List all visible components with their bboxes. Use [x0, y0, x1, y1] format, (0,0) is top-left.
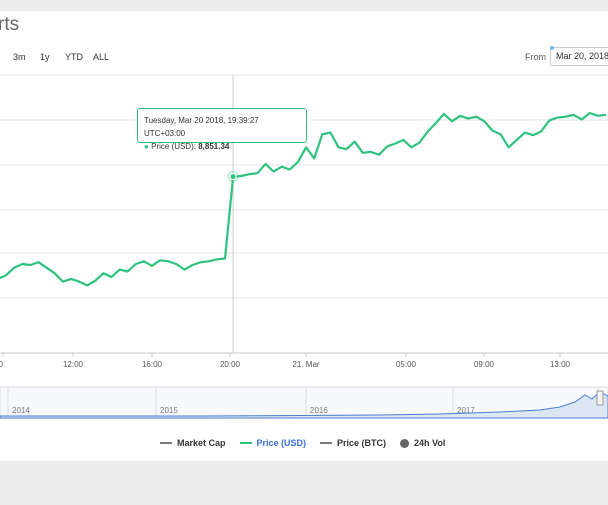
- chart-tooltip: Tuesday, Mar 20 2018, 19:39:27 UTC+03:00…: [137, 108, 307, 151]
- legend-line-icon: [239, 442, 252, 444]
- legend-item-price-btc[interactable]: Price (BTC): [320, 438, 386, 448]
- navigator[interactable]: 20142015201620172: [0, 386, 608, 419]
- x-axis: :00 12:00 16:00 20:00 21. Mar 05:00 09:00 13:00: [0, 353, 571, 369]
- navigator-handle[interactable]: [596, 390, 604, 406]
- from-date-input[interactable]: Mar 20, 2018: [550, 47, 608, 66]
- legend-label: Market Cap: [177, 438, 226, 448]
- navigator-year-label: 2015: [160, 406, 178, 415]
- x-tick-label: 20:00: [220, 360, 241, 369]
- tooltip-dot-icon: ●: [144, 142, 149, 151]
- legend-line-icon: [160, 442, 172, 444]
- series-layer: [0, 111, 607, 287]
- range-button-ytd[interactable]: YTD: [65, 52, 83, 62]
- range-button-1y[interactable]: 1y: [40, 52, 50, 62]
- x-tick-label: 05:00: [396, 360, 417, 369]
- x-tick-label: 12:00: [63, 360, 84, 369]
- x-tick-label: 13:00: [550, 360, 571, 369]
- navigator-year-label: 2017: [457, 406, 475, 415]
- chart-legend: Market Cap Price (USD) Price (BTC) 24h V…: [160, 438, 445, 448]
- navigator-year-label: 2016: [310, 406, 328, 415]
- legend-item-price-usd[interactable]: Price (USD): [239, 438, 307, 448]
- calendar-marker-icon: [550, 46, 554, 50]
- price-usd-line[interactable]: [0, 111, 607, 287]
- navigator-year-label: 2014: [12, 406, 30, 415]
- x-tick-label: 16:00: [142, 360, 163, 369]
- range-button-all[interactable]: ALL: [93, 52, 110, 62]
- chart-title: rts: [0, 14, 20, 35]
- range-button-3m[interactable]: 3m: [13, 52, 26, 62]
- x-tick-label: 21. Mar: [292, 360, 319, 369]
- tooltip-series-row: ● Price (USD): 8,851.34: [144, 140, 300, 153]
- tooltip-series-label: Price (USD):: [151, 142, 196, 151]
- tooltip-value: 8,851.34: [198, 142, 230, 151]
- chart-card: [0, 11, 608, 461]
- from-label: From: [525, 52, 546, 62]
- x-tick-label: 09:00: [474, 360, 495, 369]
- hover-point: [229, 173, 237, 181]
- legend-label: 24h Vol: [414, 438, 446, 448]
- x-tick-label: :00: [0, 360, 4, 369]
- legend-label: Price (USD): [256, 438, 307, 448]
- tooltip-timestamp: Tuesday, Mar 20 2018, 19:39:27 UTC+03:00: [144, 116, 259, 138]
- legend-line-icon: [320, 442, 333, 444]
- legend-dot-icon: [400, 438, 410, 448]
- legend-item-24h-vol[interactable]: 24h Vol: [400, 438, 445, 448]
- legend-item-market-cap[interactable]: Market Cap: [160, 438, 226, 448]
- navigator-series: [0, 391, 608, 419]
- legend-label: Price (BTC): [337, 438, 387, 448]
